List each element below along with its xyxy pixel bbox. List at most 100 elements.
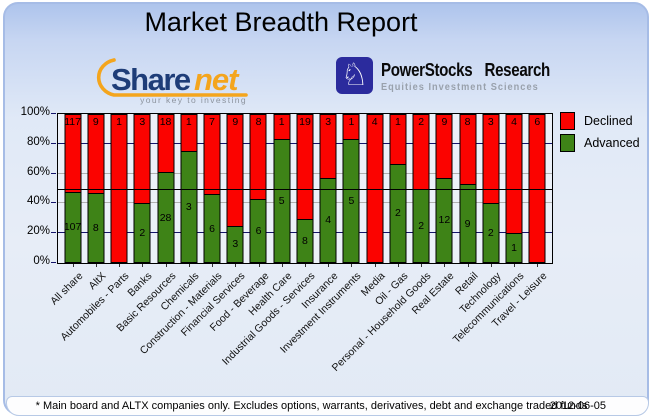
declined-value-label: 3 [487,116,494,128]
bar-advanced-segment: 3 [226,225,244,263]
declined-value-label: 9 [92,116,99,128]
x-tick-mark [351,264,353,267]
report-title: Market Breadth Report [144,7,418,37]
bar-declined-segment: 1 [273,114,291,140]
bar-advanced-segment: 2 [389,163,407,263]
bar-declined-segment: 7 [203,114,221,196]
declined-value-label: 3 [139,116,146,128]
x-tick-mark [328,264,330,267]
bar-advanced-segment: 2 [412,188,430,263]
report-date: 2012-06-05 [549,400,606,412]
advanced-value-label: 2 [394,207,401,220]
advanced-value-label: 28 [159,211,172,224]
x-tick-mark [374,264,376,267]
bar-advanced-segment: 9 [459,184,477,263]
declined-value-label: 8 [255,116,262,128]
advanced-value-label: 6 [255,225,262,238]
bars-container: 117 107 9 8 1 3 2 18 28 1 3 7 6 9 3 8 6 1 5 19 8 3 4 1 5 4 1 2 2 2 9 12… [58,114,552,263]
x-tick-mark [444,264,446,267]
bar-advanced-segment: 2 [482,203,500,263]
bar-advanced-segment: 8 [87,192,105,263]
x-tick-mark [514,264,516,267]
y-tick-label: 20% [26,225,50,238]
x-tick-mark [72,264,74,267]
bar-advanced-segment: 4 [319,177,337,263]
declined-value-label: 1 [348,116,355,128]
y-tick-mark [51,172,56,174]
bar-advanced-segment: 12 [435,177,453,263]
bar-advanced-segment: 6 [249,199,267,263]
advanced-value-label: 107 [63,221,82,234]
bar-11: 19 8 [293,114,316,263]
bar-1: 117 107 [61,114,84,263]
stacked-bar: 9 12 [435,114,453,263]
y-tick-mark [51,142,56,144]
sharenet-wordmark-share: Share [111,62,191,97]
legend-item-declined: Declined [560,112,640,130]
advanced-value-label: 12 [438,214,451,227]
y-tick-mark [51,262,56,263]
chart-legend: Declined Advanced [560,112,640,156]
declined-value-label: 1 [394,116,401,128]
powerstocks-text: PowerStocks Research Equities Investment… [381,57,582,93]
advanced-value-label: 6 [209,222,215,235]
legend-label-advanced: Advanced [584,136,640,150]
y-tick-label: 60% [26,165,50,178]
bar-5: 18 28 [154,114,177,263]
bar-advanced-segment: 8 [296,218,314,263]
y-tick-label: 100% [20,106,50,118]
advanced-value-label: 9 [464,217,471,230]
declined-value-label: 1 [116,116,122,128]
x-tick-mark [467,264,469,267]
advanced-value-label: 5 [348,194,355,207]
sharenet-logo-graphic: Share net your key to investing [96,58,248,105]
declined-swatch [560,112,575,130]
powerstocks-logo: ♘ PowerStocks Research Equities Investme… [336,57,582,94]
declined-value-label: 9 [232,116,239,128]
x-tick-mark [421,264,423,267]
powerstocks-subtitle: Equities Investment Sciences [381,82,539,93]
x-tick-mark [165,264,167,267]
x-tick-mark [397,264,399,267]
footnote-text: * Main board and ALTX companies only. Ex… [35,400,588,412]
declined-value-label: 8 [464,116,471,128]
x-tick-mark [119,264,121,267]
declined-value-label: 1 [278,116,285,128]
y-tick-label: 0% [33,255,50,267]
y-tick-mark [51,202,56,204]
y-tick-label: 80% [26,135,50,148]
declined-value-label: 19 [299,116,311,128]
x-tick-mark [305,264,306,267]
bar-declined-segment: 19 [296,114,314,220]
advanced-value-label: 1 [511,242,517,255]
bar-advanced-segment: 5 [273,138,291,263]
advanced-value-label: 4 [325,214,332,227]
sharenet-wordmark-net: net [194,62,240,97]
advanced-value-label: 2 [139,227,146,240]
advanced-swatch [560,134,575,152]
declined-value-label: 1 [185,116,192,128]
knight-chess-icon: ♘ [336,57,373,94]
declined-value-label: 4 [511,116,517,128]
y-tick-mark [51,232,56,234]
y-tick-mark [51,113,56,114]
bar-advanced-segment: 2 [133,203,151,263]
sharenet-logo: Share net your key to investing [84,53,268,110]
bar-declined-segment: 9 [226,114,244,227]
bar-declined-segment: 4 [505,114,523,235]
x-tick-mark [212,264,214,267]
